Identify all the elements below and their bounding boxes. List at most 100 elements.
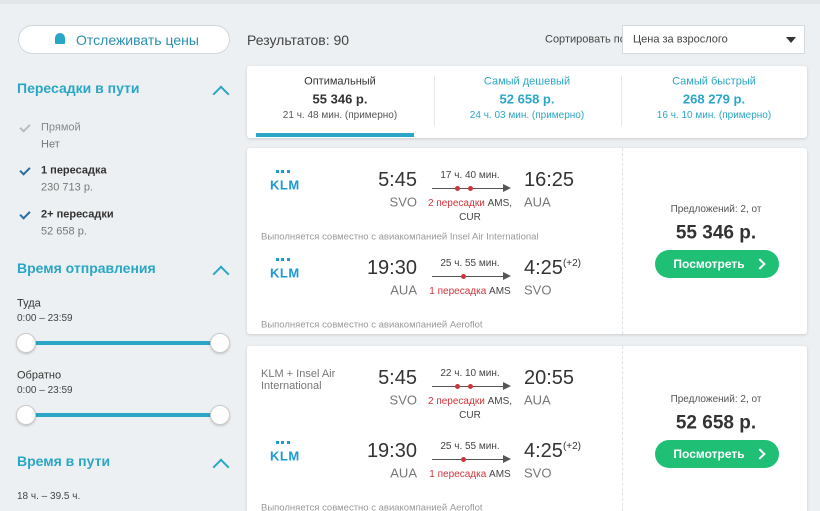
tab-title: Оптимальный — [304, 75, 376, 88]
airline-logo: KLM — [270, 265, 300, 281]
results-count: Результатов: 90 — [247, 32, 350, 48]
sort-tabs: Оптимальный 55 346 р. 21 ч. 48 мин. (приме… — [247, 66, 807, 138]
airline-name: KLM + Insel Air International — [261, 368, 336, 392]
stop-dot — [454, 186, 460, 191]
tab-title: Самый быстрый — [672, 75, 756, 88]
ticket-price: 55 346 р. — [675, 222, 757, 244]
checkbox[interactable] — [19, 164, 31, 176]
time-filter-range: 0:00 – 23:59 — [17, 313, 73, 324]
stop-dot — [467, 384, 473, 389]
filter-option-price: Нет — [41, 138, 60, 151]
view-button[interactable]: Посмотреть — [655, 250, 779, 278]
check-mark — [19, 208, 31, 220]
arrival-airport: SVO — [524, 282, 552, 298]
tab-price: 52 658 р. — [499, 91, 555, 107]
slider-handle[interactable] — [210, 405, 230, 425]
stops-info: 2 пересадки AMS, CUR — [420, 395, 520, 423]
slider-track — [26, 341, 220, 345]
slider-track — [26, 413, 220, 417]
arrival-time-value: 20:55 — [524, 367, 575, 389]
slider-handle[interactable] — [210, 333, 230, 353]
slider-handle[interactable] — [16, 333, 36, 353]
check-mark — [19, 121, 31, 133]
offers-count: Предложений: 2, от — [670, 204, 762, 215]
tab-divider — [434, 76, 435, 126]
arrival-time: 16:25 — [524, 170, 574, 190]
airline-logo: KLM — [270, 448, 300, 464]
stop-dot — [461, 457, 466, 462]
klm-crown — [276, 441, 290, 449]
stops-info: 1 пересадка AMS — [420, 285, 520, 299]
arrival-time: 4:25(+2) — [524, 258, 581, 278]
time-filter-label: Туда — [17, 297, 41, 310]
view-button[interactable]: Посмотреть — [655, 440, 779, 468]
collapse-chevron[interactable] — [212, 265, 230, 283]
section-title: Пересадки в пути — [17, 80, 140, 96]
checkbox[interactable] — [19, 208, 31, 220]
plane-icon — [503, 272, 511, 280]
flight-duration: 17 ч. 40 мин. — [440, 170, 500, 181]
flight-duration: 25 ч. 55 мин. — [440, 258, 500, 269]
time-filter-label: Обратно — [17, 369, 62, 382]
arrival-airport: AUA — [524, 392, 551, 408]
view-button-label: Посмотреть — [673, 447, 745, 461]
time-filter-range: 0:00 – 23:59 — [17, 385, 73, 396]
sort-label: Сортировать по — [545, 33, 626, 46]
codeshare-note: Выполняется совместно с авиакомпанией In… — [261, 231, 539, 243]
collapse-chevron[interactable] — [212, 85, 230, 103]
tab-price: 55 346 р. — [312, 91, 368, 107]
route-line — [432, 276, 508, 277]
stop-dot — [454, 384, 460, 389]
klm-crown — [276, 170, 290, 178]
flight-duration: 25 ч. 55 мин. — [440, 441, 500, 452]
tab-price: 268 279 р. — [682, 91, 746, 107]
day-shift: (+2) — [562, 258, 581, 269]
sort-select[interactable]: Цена за взрослого — [622, 25, 805, 54]
arrival-airport: SVO — [524, 465, 552, 481]
klm-crown — [276, 258, 290, 266]
checkbox — [19, 121, 31, 133]
track-prices-button[interactable]: Отслеживать цены — [18, 25, 230, 54]
ticket-card: KLM 5:45 SVO 17 ч. 40 мин. 2 пересадки AMS, … — [247, 148, 807, 334]
collapse-chevron[interactable] — [212, 458, 230, 476]
departure-time: 5:45 — [378, 169, 417, 191]
stops-count: 2 пересадки — [427, 198, 485, 209]
arrival-time: 20:55 — [524, 368, 574, 388]
view-button-label: Посмотреть — [673, 257, 745, 271]
plane-icon — [503, 455, 511, 463]
departure-airport: SVO — [389, 392, 417, 408]
route-line — [432, 459, 508, 460]
stops-count: 1 пересадка — [429, 469, 487, 480]
bell-icon — [55, 33, 65, 44]
offers-count: Предложений: 2, от — [670, 394, 762, 405]
stops-count: 1 пересадка — [429, 286, 487, 297]
top-strip — [0, 0, 820, 4]
stops-info: 1 пересадка AMS — [420, 468, 520, 482]
day-shift: (+2) — [562, 441, 581, 452]
arrow-icon — [754, 448, 766, 460]
tab-duration: 16 ч. 10 мин. (примерно) — [656, 110, 772, 121]
tab-divider — [621, 76, 622, 126]
arrow-icon — [754, 258, 766, 270]
plane-icon — [503, 382, 511, 390]
departure-airport: AUA — [390, 465, 417, 481]
plane-icon — [503, 184, 511, 192]
stops-airports: AMS, CUR — [459, 396, 513, 421]
departure-airport: SVO — [389, 194, 417, 210]
tab-duration: 21 ч. 48 мин. (примерно) — [282, 110, 398, 121]
airline-logo: KLM — [270, 177, 300, 193]
section-title: Время отправления — [17, 260, 156, 276]
codeshare-note: Выполняется совместно с авиакомпанией Ae… — [261, 319, 483, 331]
duration-range: 18 ч. – 39.5 ч. — [17, 491, 81, 502]
arrival-time: 4:25(+2) — [524, 441, 581, 461]
arrival-time-value: 4:25 — [524, 257, 563, 279]
slider-handle[interactable] — [16, 405, 36, 425]
departure-time: 5:45 — [378, 367, 417, 389]
codeshare-note: Выполняется совместно с авиакомпанией Ae… — [261, 502, 483, 511]
arrival-airport: AUA — [524, 194, 551, 210]
track-prices-label: Отслеживать цены — [76, 32, 199, 48]
check-mark — [19, 164, 31, 176]
stops-airports: AMS, CUR — [459, 198, 513, 223]
